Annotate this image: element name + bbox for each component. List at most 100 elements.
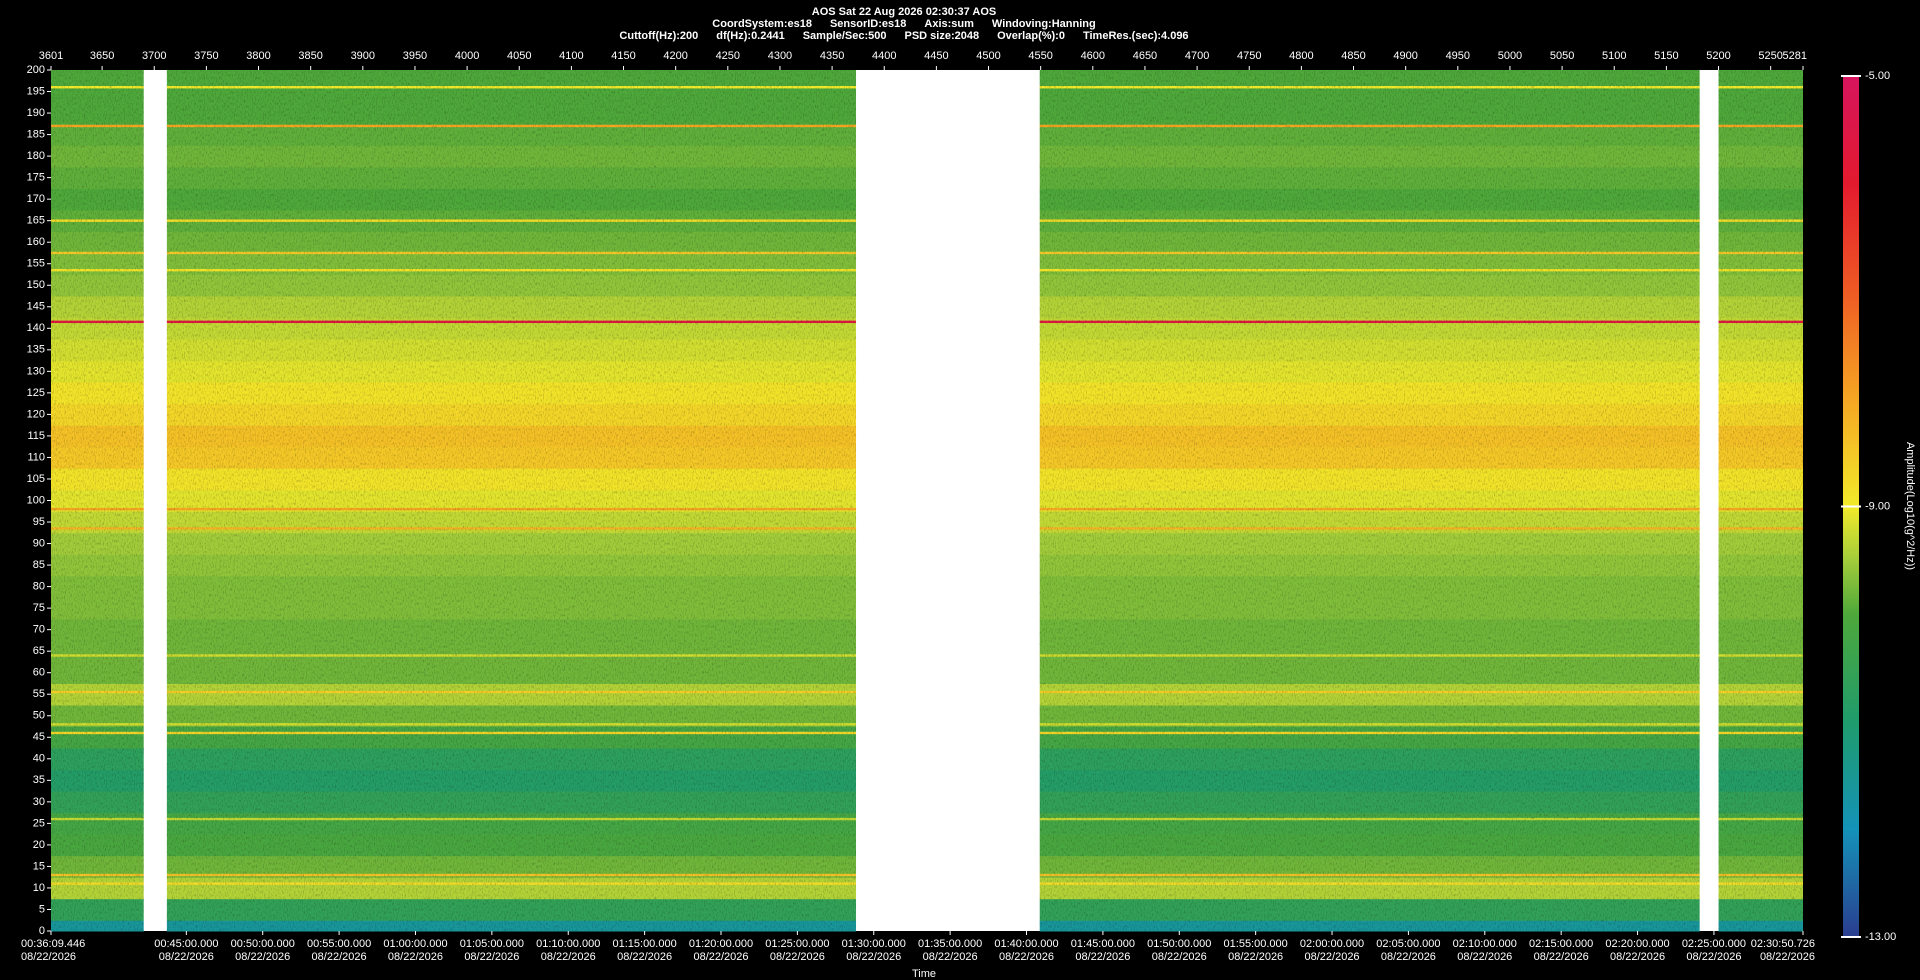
y-tick-label: 55 (33, 688, 45, 700)
x-tick-label: 5100 (1602, 50, 1626, 62)
x2-tick-label: 01:00:00.000 (383, 938, 447, 950)
y-tick-label: 180 (27, 150, 45, 162)
y-tick-label: 115 (27, 430, 45, 442)
x2-tick-label: 02:10:00.000 (1453, 938, 1517, 950)
x2-tick-label: 02:20:00.000 (1605, 938, 1669, 950)
info-item: TimeRes.(sec):4.096 (1083, 30, 1189, 42)
x-tick-label: 4700 (1185, 50, 1209, 62)
x-tick-label: 4800 (1289, 50, 1313, 62)
x-tick-label: 3750 (194, 50, 218, 62)
y-tick-label: 160 (27, 236, 45, 248)
x2-tick-label: 00:36:09.446 (21, 938, 85, 950)
x2-tick-date: 08/22/2026 (1686, 951, 1741, 963)
info-item: SensorID:es18 (830, 18, 906, 30)
x-tick-label: 4300 (768, 50, 792, 62)
x-tick-label: 4000 (455, 50, 479, 62)
x2-tick-date: 08/22/2026 (312, 951, 367, 963)
y-tick-label: 170 (27, 193, 45, 205)
colorbar-tick-label: -13.00 (1865, 931, 1896, 943)
y-tick-label: 60 (33, 667, 45, 679)
y-tick-label: 25 (33, 817, 45, 829)
x-tick-label: 4850 (1341, 50, 1365, 62)
x2-tick-date: 08/22/2026 (923, 951, 978, 963)
x-tick-label: 3800 (246, 50, 270, 62)
x2-tick-label: 02:30:50.726 (1751, 938, 1815, 950)
y-tick-label: 0 (39, 925, 45, 937)
x2-tick-date: 08/22/2026 (464, 951, 519, 963)
x-tick-label: 4550 (1028, 50, 1052, 62)
x2-tick-label: 01:55:00.000 (1224, 938, 1288, 950)
x2-tick-date: 08/22/2026 (770, 951, 825, 963)
x2-tick-label: 02:25:00.000 (1682, 938, 1746, 950)
x2-tick-label: 00:55:00.000 (307, 938, 371, 950)
x2-tick-label: 01:20:00.000 (689, 938, 753, 950)
chart-title: AOS Sat 22 Aug 2026 02:30:37 AOS (812, 6, 996, 18)
x-tick-label: 3650 (90, 50, 114, 62)
info-item: df(Hz):0.2441 (716, 30, 784, 42)
x-tick-label: 5200 (1706, 50, 1730, 62)
x2-tick-date: 08/22/2026 (617, 951, 672, 963)
y-tick-label: 155 (27, 258, 45, 270)
x2-tick-label: 01:30:00.000 (842, 938, 906, 950)
info-line: CoordSystem:es18 SensorID:es18 Axis:sum Win… (712, 18, 1095, 30)
y-tick-label: 140 (27, 322, 45, 334)
y-tick-label: 35 (33, 774, 45, 786)
x2-tick-date: 08/22/2026 (235, 951, 290, 963)
y-tick-label: 30 (33, 796, 45, 808)
x2-tick-label: 02:05:00.000 (1376, 938, 1440, 950)
colorbar-tick-label: -9.00 (1865, 500, 1890, 512)
x-tick-label: 4100 (559, 50, 583, 62)
x2-tick-date: 08/22/2026 (999, 951, 1054, 963)
x2-tick-label: 01:50:00.000 (1147, 938, 1211, 950)
x2-tick-label: 01:25:00.000 (765, 938, 829, 950)
x-tick-label: 4900 (1393, 50, 1417, 62)
x-tick-label: 3850 (298, 50, 322, 62)
x-tick-label: 4600 (1081, 50, 1105, 62)
y-tick-label: 135 (27, 344, 45, 356)
y-tick-label: 95 (33, 516, 45, 528)
y-tick-label: 130 (27, 365, 45, 377)
texture (1039, 70, 1700, 931)
y-tick-label: 100 (27, 494, 45, 506)
x2-tick-label: 01:10:00.000 (536, 938, 600, 950)
x-tick-label: 5050 (1550, 50, 1574, 62)
x2-tick-date: 08/22/2026 (1760, 951, 1815, 963)
x2-tick-date: 08/22/2026 (1228, 951, 1283, 963)
x2-tick-label: 00:45:00.000 (154, 938, 218, 950)
x2-tick-label: 01:40:00.000 (994, 938, 1058, 950)
info-item: Cuttoff(Hz):200 (619, 30, 698, 42)
data-gap (856, 70, 1040, 931)
x2-tick-label: 01:05:00.000 (460, 938, 524, 950)
x-tick-label: 5281 (1783, 50, 1807, 62)
y-tick-label: 150 (27, 279, 45, 291)
texture (166, 70, 857, 931)
x2-tick-date: 08/22/2026 (1152, 951, 1207, 963)
x2-tick-label: 02:15:00.000 (1529, 938, 1593, 950)
y-tick-label: 185 (27, 128, 45, 140)
y-tick-label: 105 (27, 473, 45, 485)
x2-tick-label: 00:50:00.000 (231, 938, 295, 950)
x-tick-label: 5000 (1498, 50, 1522, 62)
x-tick-label: 4050 (507, 50, 531, 62)
x-tick-label: 5250 (1758, 50, 1782, 62)
y-tick-label: 85 (33, 559, 45, 571)
x-tick-label: 4450 (924, 50, 948, 62)
x-tick-label: 4200 (663, 50, 687, 62)
x-axis-label: Time (912, 968, 936, 980)
x2-tick-date: 08/22/2026 (1534, 951, 1589, 963)
y-tick-label: 20 (33, 839, 45, 851)
info-item: Overlap(%):0 (997, 30, 1065, 42)
y-tick-label: 125 (27, 387, 45, 399)
y-tick-label: 5 (39, 903, 45, 915)
y-tick-label: 40 (33, 753, 45, 765)
plot-area (51, 70, 1803, 932)
info-item: CoordSystem:es18 (712, 18, 812, 30)
data-gap (143, 70, 167, 931)
data-gap (1699, 70, 1719, 931)
y-tick-label: 110 (27, 451, 45, 463)
y-tick-label: 50 (33, 710, 45, 722)
x-tick-label: 4500 (976, 50, 1000, 62)
x2-tick-date: 08/22/2026 (1305, 951, 1360, 963)
y-tick-label: 165 (27, 215, 45, 227)
info-item: Sample/Sec:500 (803, 30, 887, 42)
